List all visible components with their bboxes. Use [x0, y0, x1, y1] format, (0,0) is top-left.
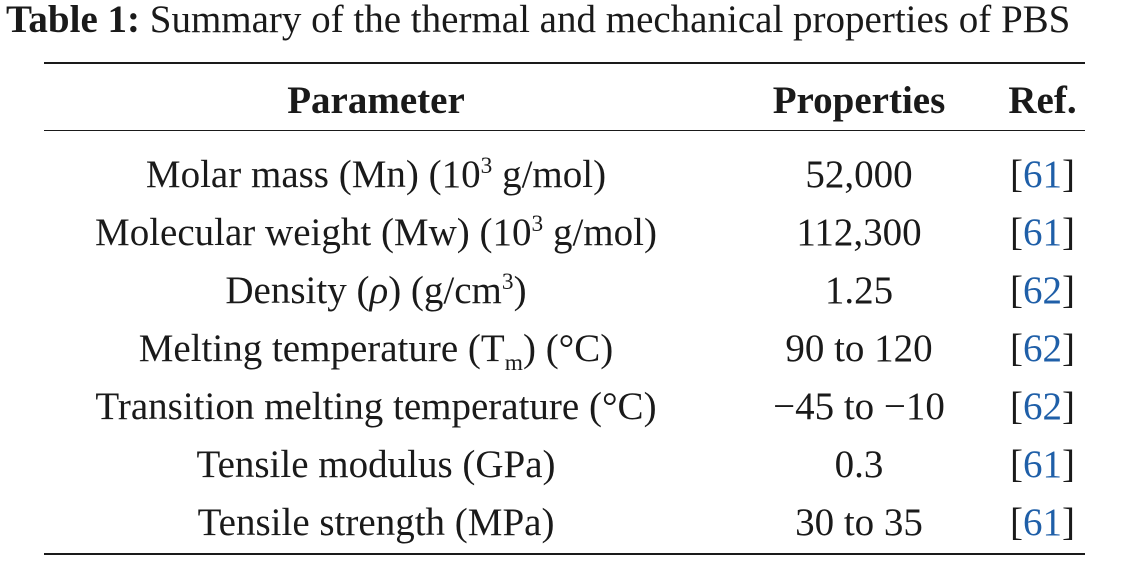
ref-link[interactable]: 62: [1023, 327, 1062, 370]
row-value: 112,300: [796, 211, 922, 254]
row-parameter: Density (ρ) (g/cm3): [225, 269, 527, 312]
row-parameter: Molecular weight (Mw) (103 g/mol): [95, 211, 657, 254]
row-ref[interactable]: [61]: [1010, 153, 1075, 196]
ref-link[interactable]: 62: [1023, 269, 1062, 312]
ref-link[interactable]: 61: [1023, 501, 1062, 544]
row-value: 52,000: [805, 153, 913, 196]
row-ref[interactable]: [61]: [1010, 443, 1075, 486]
row-value: 90 to 120: [785, 327, 933, 370]
row-ref[interactable]: [62]: [1010, 385, 1075, 428]
top-rule: [44, 62, 1085, 64]
row-value: 1.25: [824, 269, 894, 312]
ref-link[interactable]: 61: [1023, 443, 1062, 486]
row-value: 0.3: [834, 443, 884, 486]
row-value: 30 to 35: [795, 501, 923, 544]
row-ref[interactable]: [61]: [1010, 211, 1075, 254]
row-ref[interactable]: [61]: [1010, 501, 1075, 544]
header-properties: Properties: [772, 79, 946, 122]
header-rule: [44, 130, 1085, 131]
table-caption: Table 1: Summary of the thermal and mech…: [6, 0, 1129, 40]
bottom-rule: [44, 553, 1085, 555]
row-parameter: Tensile modulus (GPa): [196, 443, 556, 486]
row-ref[interactable]: [62]: [1010, 327, 1075, 370]
caption-label: Table 1:: [6, 0, 141, 41]
header-parameter: Parameter: [287, 79, 465, 122]
row-parameter: Melting temperature (Tm) (°C): [138, 327, 614, 376]
ref-link[interactable]: 61: [1023, 211, 1062, 254]
ref-link[interactable]: 61: [1023, 153, 1062, 196]
row-parameter: Molar mass (Mn) (103 g/mol): [145, 153, 607, 196]
header-ref: Ref.: [1008, 79, 1077, 122]
ref-link[interactable]: 62: [1023, 385, 1062, 428]
row-parameter: Transition melting temperature (°C): [95, 385, 657, 428]
row-parameter: Tensile strength (MPa): [197, 501, 555, 544]
caption-text: Summary of the thermal and mechanical pr…: [149, 0, 1071, 41]
row-ref[interactable]: [62]: [1010, 269, 1075, 312]
row-value: −45 to −10: [773, 385, 945, 428]
